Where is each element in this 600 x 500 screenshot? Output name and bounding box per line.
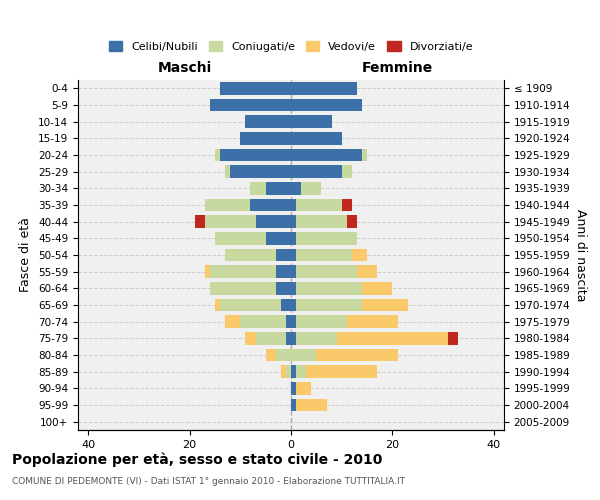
Bar [250,198,291,211]
Bar [276,248,291,261]
Bar [291,266,296,278]
Bar [362,298,407,311]
Bar [225,166,230,178]
Bar [342,198,352,211]
Bar [266,348,276,361]
Bar [245,116,291,128]
Bar [316,348,398,361]
Bar [291,298,296,311]
Text: Femmine: Femmine [362,62,433,76]
Legend: Celibi/Nubili, Coniugati/e, Vedovi/e, Divorziati/e: Celibi/Nubili, Coniugati/e, Vedovi/e, Di… [104,36,478,56]
Bar [210,266,276,278]
Bar [225,248,276,261]
Bar [296,316,347,328]
Bar [256,216,291,228]
Bar [306,366,377,378]
Bar [266,182,291,194]
Bar [291,382,296,394]
Bar [291,248,296,261]
Bar [250,182,266,194]
Bar [276,266,291,278]
Bar [291,348,316,361]
Bar [245,332,256,344]
Bar [291,232,296,244]
Bar [286,366,291,378]
Y-axis label: Fasce di età: Fasce di età [19,218,32,292]
Bar [362,282,392,294]
Bar [291,216,296,228]
Bar [215,298,220,311]
Bar [296,332,337,344]
Bar [296,248,352,261]
Bar [291,132,342,144]
Bar [256,332,286,344]
Bar [347,316,398,328]
Bar [230,166,291,178]
Bar [194,216,205,228]
Bar [291,366,296,378]
Bar [276,348,291,361]
Bar [301,182,322,194]
Bar [205,266,210,278]
Bar [296,232,357,244]
Bar [291,149,362,161]
Bar [296,298,362,311]
Bar [342,166,352,178]
Text: Maschi: Maschi [157,62,212,76]
Bar [286,316,291,328]
Bar [296,216,347,228]
Y-axis label: Anni di nascita: Anni di nascita [574,209,587,301]
Text: Popolazione per età, sesso e stato civile - 2010: Popolazione per età, sesso e stato civil… [12,452,382,467]
Bar [205,198,250,211]
Bar [240,132,291,144]
Bar [225,316,240,328]
Bar [296,382,311,394]
Bar [448,332,458,344]
Bar [347,216,357,228]
Bar [337,332,448,344]
Bar [220,149,291,161]
Bar [286,332,291,344]
Bar [291,332,296,344]
Bar [291,198,296,211]
Bar [266,232,291,244]
Bar [215,232,266,244]
Bar [291,398,296,411]
Bar [291,116,332,128]
Bar [210,99,291,112]
Bar [291,282,296,294]
Bar [291,166,342,178]
Text: COMUNE DI PEDEMONTE (VI) - Dati ISTAT 1° gennaio 2010 - Elaborazione TUTTITALIA.: COMUNE DI PEDEMONTE (VI) - Dati ISTAT 1°… [12,478,405,486]
Bar [205,216,256,228]
Bar [357,266,377,278]
Bar [210,282,276,294]
Bar [296,366,306,378]
Bar [276,282,291,294]
Bar [296,398,326,411]
Bar [352,248,367,261]
Bar [281,366,286,378]
Bar [362,149,367,161]
Bar [291,99,362,112]
Bar [220,298,281,311]
Bar [291,316,296,328]
Bar [240,316,286,328]
Bar [291,82,357,94]
Bar [215,149,220,161]
Bar [296,282,362,294]
Bar [281,298,291,311]
Bar [291,182,301,194]
Bar [220,82,291,94]
Bar [296,266,357,278]
Bar [296,198,342,211]
